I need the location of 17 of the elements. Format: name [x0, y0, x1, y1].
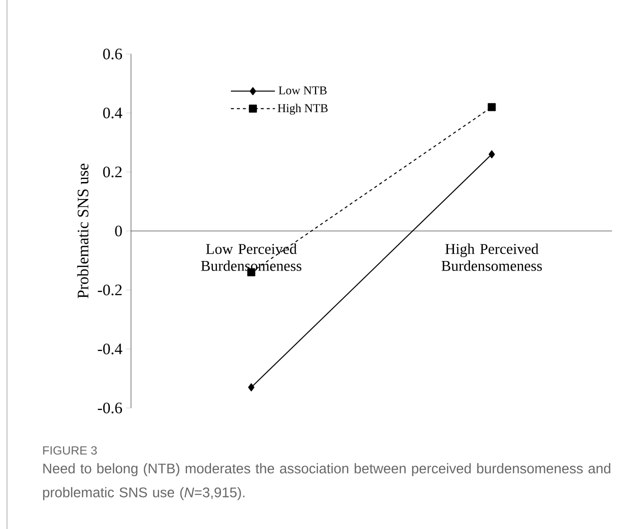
y-tick-label: 0 — [115, 226, 122, 236]
point — [488, 150, 495, 158]
y-tick-label: 0.4 — [103, 108, 122, 118]
y-tick-label: -0.6 — [98, 402, 122, 414]
x-tick-label: High Perceived Burdensomeness — [442, 243, 542, 271]
point — [488, 103, 496, 112]
legend-label: High NTB — [278, 104, 328, 115]
y-tick-label: -0.4 — [98, 344, 122, 354]
text: FIGURE 3 — [43, 446, 97, 455]
legend-label: Low NTB — [278, 86, 327, 94]
x-tick-label: Low Perceived Burdensomeness — [201, 243, 302, 271]
y-tick-label: 0.2 — [103, 166, 122, 178]
text: Need to belong (NTB) moderates the association between perceived burdensomeness and problematic SNS use (N=3,915). — [43, 463, 610, 500]
y-tick-label: 0.6 — [103, 48, 122, 60]
y-axis-title: Problematic SNS use — [77, 164, 88, 298]
y-tick-label: -0.2 — [98, 284, 122, 296]
point — [248, 383, 254, 392]
